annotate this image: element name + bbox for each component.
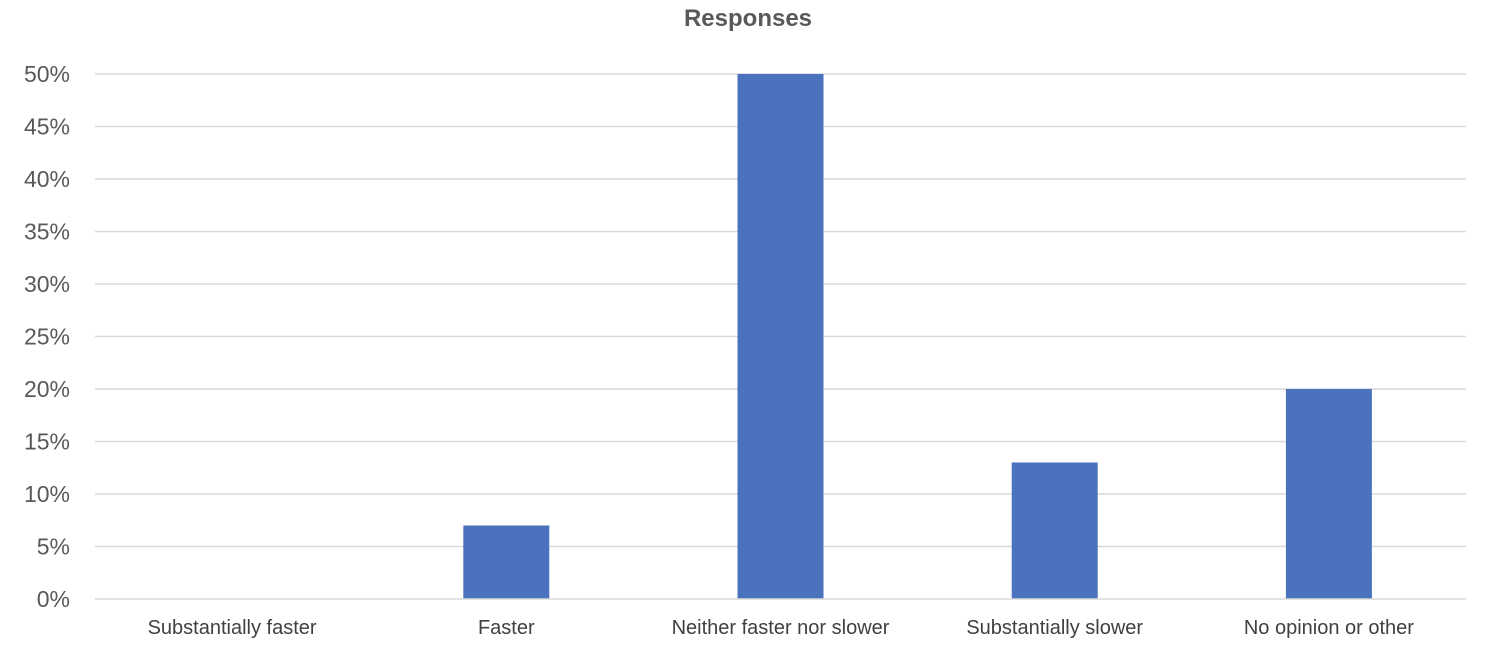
y-tick-label-40: 40% bbox=[24, 166, 70, 192]
y-tick-label-10: 10% bbox=[24, 481, 70, 507]
y-tick-label-45: 45% bbox=[24, 114, 70, 140]
x-category-label-neither-faster-nor-slower: Neither faster nor slower bbox=[672, 617, 890, 639]
x-category-label-substantially-faster: Substantially faster bbox=[148, 617, 317, 639]
x-category-label-no-opinion-or-other: No opinion or other bbox=[1244, 617, 1414, 639]
y-tick-label-0: 0% bbox=[37, 586, 70, 612]
x-axis-category-labels: Substantially faster Faster Neither faster… bbox=[148, 617, 1415, 639]
y-tick-label-20: 20% bbox=[24, 376, 70, 402]
y-axis-tick-labels: 0% 5% 10% 15% 20% 25% 30% 35% 40% 45% 50% bbox=[24, 61, 70, 612]
x-category-label-substantially-slower: Substantially slower bbox=[966, 617, 1143, 639]
y-tick-label-50: 50% bbox=[24, 61, 70, 87]
y-tick-label-30: 30% bbox=[24, 271, 70, 297]
y-tick-label-25: 25% bbox=[24, 324, 70, 350]
bar-neither-faster-nor-slower bbox=[737, 74, 824, 599]
bars bbox=[463, 74, 1372, 599]
bar-faster bbox=[463, 525, 550, 599]
chart-title: Responses bbox=[684, 5, 812, 32]
y-tick-label-35: 35% bbox=[24, 219, 70, 245]
y-tick-label-5: 5% bbox=[37, 534, 70, 560]
y-tick-label-15: 15% bbox=[24, 429, 70, 455]
bar-no-opinion-or-other bbox=[1285, 389, 1372, 599]
bar-substantially-slower bbox=[1011, 462, 1098, 599]
x-category-label-faster: Faster bbox=[478, 617, 535, 639]
